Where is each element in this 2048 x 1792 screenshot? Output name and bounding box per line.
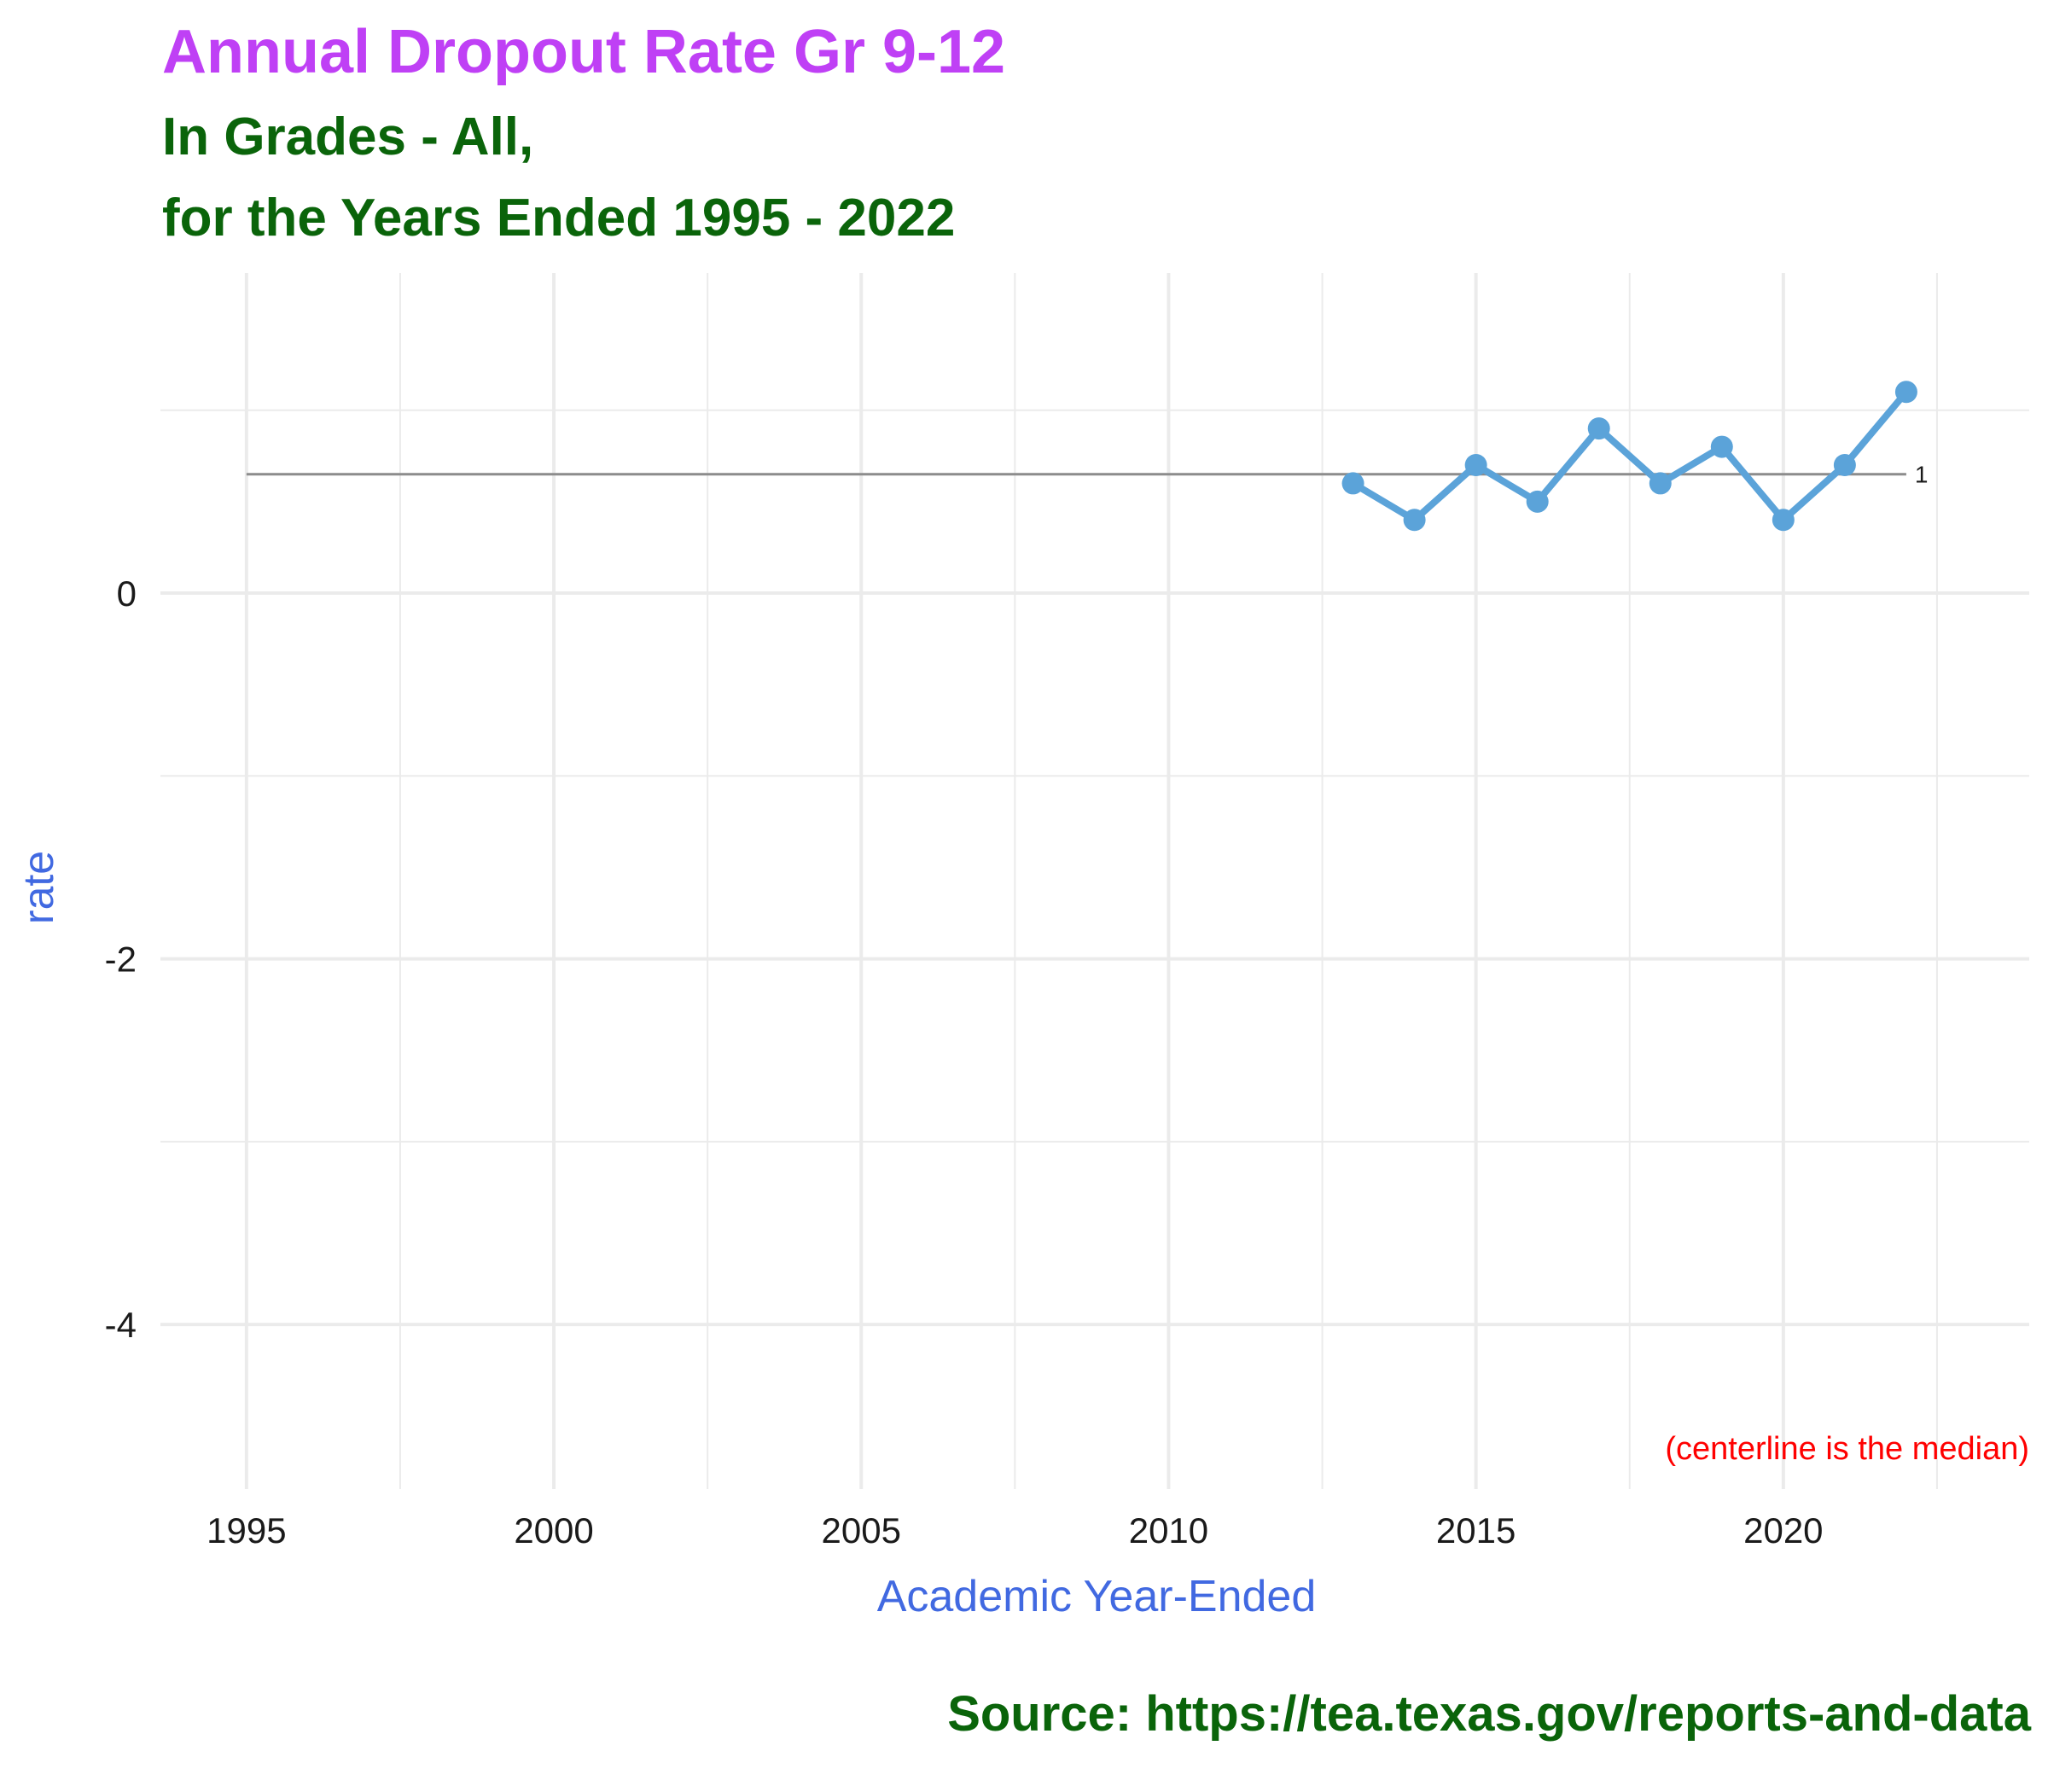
y-tick-label: -4 bbox=[105, 1305, 137, 1345]
chart-title: Annual Dropout Rate Gr 9-12 bbox=[162, 18, 1006, 86]
data-point bbox=[1587, 417, 1610, 440]
median-annotation: (centerline is the median) bbox=[1665, 1431, 2029, 1467]
data-point bbox=[1710, 435, 1733, 458]
y-axis-label: rate bbox=[15, 851, 62, 924]
y-tick-label: 0 bbox=[117, 573, 137, 614]
axis-labels: rate Academic Year-Ended (centerline is … bbox=[15, 851, 2029, 1621]
series-group bbox=[1341, 381, 1917, 532]
x-tick-label: 2005 bbox=[822, 1510, 901, 1551]
centerline-label: 1 bbox=[1915, 462, 1929, 488]
data-point bbox=[1649, 472, 1672, 495]
x-tick-label: 2015 bbox=[1436, 1510, 1516, 1551]
data-point bbox=[1464, 454, 1487, 476]
data-point bbox=[1526, 490, 1549, 513]
x-tick-label: 2020 bbox=[1743, 1510, 1823, 1551]
series-line bbox=[1349, 388, 1910, 524]
data-point bbox=[1833, 454, 1856, 476]
x-tick-label: 2000 bbox=[514, 1510, 593, 1551]
centerline-group: 1 bbox=[246, 462, 1929, 488]
x-tick-label: 2010 bbox=[1129, 1510, 1208, 1551]
data-point bbox=[1403, 509, 1426, 532]
data-point bbox=[1894, 381, 1917, 404]
source-caption: Source: https://tea.texas.gov/reports-an… bbox=[947, 1686, 2031, 1742]
x-tick-label: 1995 bbox=[207, 1510, 286, 1551]
grid-lines: 1995 2000 2005 2010 2015 2020 0 -2 -4 bbox=[105, 273, 2029, 1551]
chart-subtitle-line1: In Grades - All, bbox=[162, 108, 534, 166]
x-axis-label: Academic Year-Ended bbox=[877, 1572, 1317, 1621]
data-point bbox=[1772, 509, 1795, 532]
y-tick-label: -2 bbox=[105, 940, 137, 980]
data-point bbox=[1341, 472, 1364, 495]
chart-subtitle-line2: for the Years Ended 1995 - 2022 bbox=[162, 189, 956, 247]
